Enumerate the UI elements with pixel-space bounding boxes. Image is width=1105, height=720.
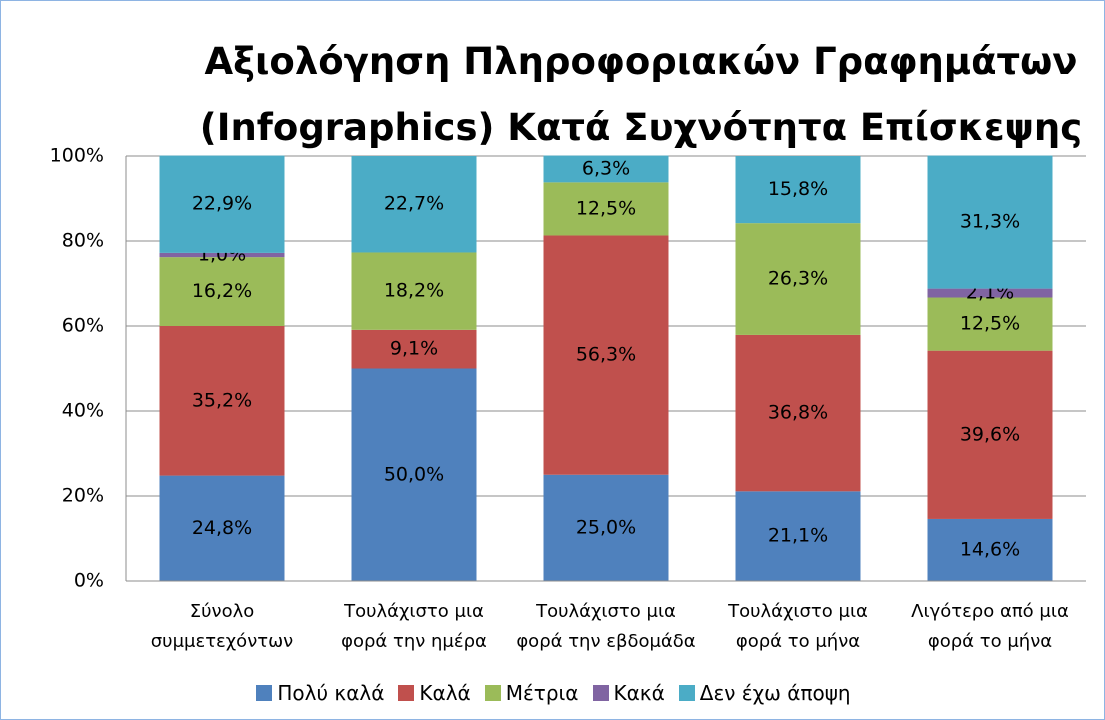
legend: Πολύ καλά Καλά Μέτρια Κακά Δεν έχω άποψη	[1, 681, 1104, 705]
bar-segment	[159, 257, 285, 326]
legend-item: Καλά	[398, 681, 471, 705]
legend-swatch	[398, 685, 415, 701]
data-label: 18,2%	[384, 280, 444, 302]
legend-label: Πολύ καλά	[277, 681, 385, 705]
y-tick-label: 0%	[74, 570, 104, 592]
x-tick-label: Τουλάχιστο μια φορά την ημέρα	[341, 601, 487, 652]
bar-segment	[927, 518, 1053, 581]
y-tick-label: 60%	[62, 315, 104, 337]
bar-segment	[159, 475, 285, 581]
bar-segment	[543, 155, 669, 183]
legend-item: Μέτρια	[484, 681, 579, 705]
y-tick-label: 40%	[62, 400, 104, 422]
data-label: 14,6%	[960, 538, 1020, 560]
legend-swatch	[256, 685, 273, 701]
bar-segment	[927, 350, 1053, 519]
legend-item: Κακά	[592, 681, 665, 705]
x-tick-label: Λιγότερο από μια φορά το μήνα	[911, 601, 1069, 652]
y-tick-label: 20%	[62, 485, 104, 507]
data-label: 9,1%	[390, 338, 438, 360]
bar-segment	[735, 223, 861, 335]
bar-segment	[159, 155, 285, 253]
bar-segment	[351, 329, 477, 369]
bar-segment	[735, 156, 861, 224]
data-label: 6,3%	[582, 157, 630, 179]
bar-segment	[927, 297, 1053, 351]
bar-segment	[159, 252, 285, 258]
bar-segment	[159, 326, 285, 476]
legend-label: Δεν έχω άποψη	[699, 681, 851, 705]
bar-segment	[735, 334, 861, 492]
bar-segment	[927, 288, 1053, 298]
legend-item: Πολύ καλά	[256, 681, 384, 705]
bar-segment	[735, 491, 861, 581]
data-label: 36,8%	[768, 402, 828, 424]
legend-label: Καλά	[419, 681, 471, 705]
data-label: 12,5%	[960, 313, 1020, 335]
x-tick-label: Τουλάχιστο μια φορά την εβδομάδα	[516, 601, 696, 652]
data-label: 50,0%	[384, 463, 444, 485]
bar-segment	[927, 155, 1053, 289]
data-label: 22,9%	[192, 193, 252, 215]
legend-swatch	[678, 685, 695, 701]
data-label: 12,5%	[576, 197, 636, 219]
data-label: 24,8%	[192, 517, 252, 539]
data-label: 39,6%	[960, 423, 1020, 445]
bar-segment	[351, 252, 477, 330]
data-label: 21,1%	[768, 525, 828, 547]
y-tick-label: 80%	[62, 230, 104, 252]
legend-item: Δεν έχω άποψη	[678, 681, 851, 705]
bar-segment	[351, 368, 477, 581]
data-label: 56,3%	[576, 344, 636, 366]
bar-segment	[543, 182, 669, 236]
data-label: 22,7%	[384, 193, 444, 215]
data-label: 25,0%	[576, 516, 636, 538]
data-label: 16,2%	[192, 280, 252, 302]
legend-swatch	[484, 685, 501, 701]
legend-swatch	[592, 685, 609, 701]
legend-label: Μέτρια	[505, 681, 579, 705]
data-label: 31,3%	[960, 211, 1020, 233]
chart-title: Αξιολόγηση Πληροφοριακών Γραφημάτων (Inf…	[199, 40, 1083, 149]
data-label: 35,2%	[192, 389, 252, 411]
x-tick-label: Τουλάχιστο μια φορά το μήνα	[728, 601, 868, 652]
bar-segment	[543, 235, 669, 475]
x-tick-label: Σύνολο συμμετεχόντων	[150, 601, 294, 652]
data-label: 15,8%	[768, 178, 828, 200]
bar-segment	[543, 474, 669, 581]
y-tick-label: 100%	[50, 145, 104, 167]
legend-label: Κακά	[613, 681, 665, 705]
data-label: 26,3%	[768, 268, 828, 290]
bar-segment	[351, 156, 477, 253]
